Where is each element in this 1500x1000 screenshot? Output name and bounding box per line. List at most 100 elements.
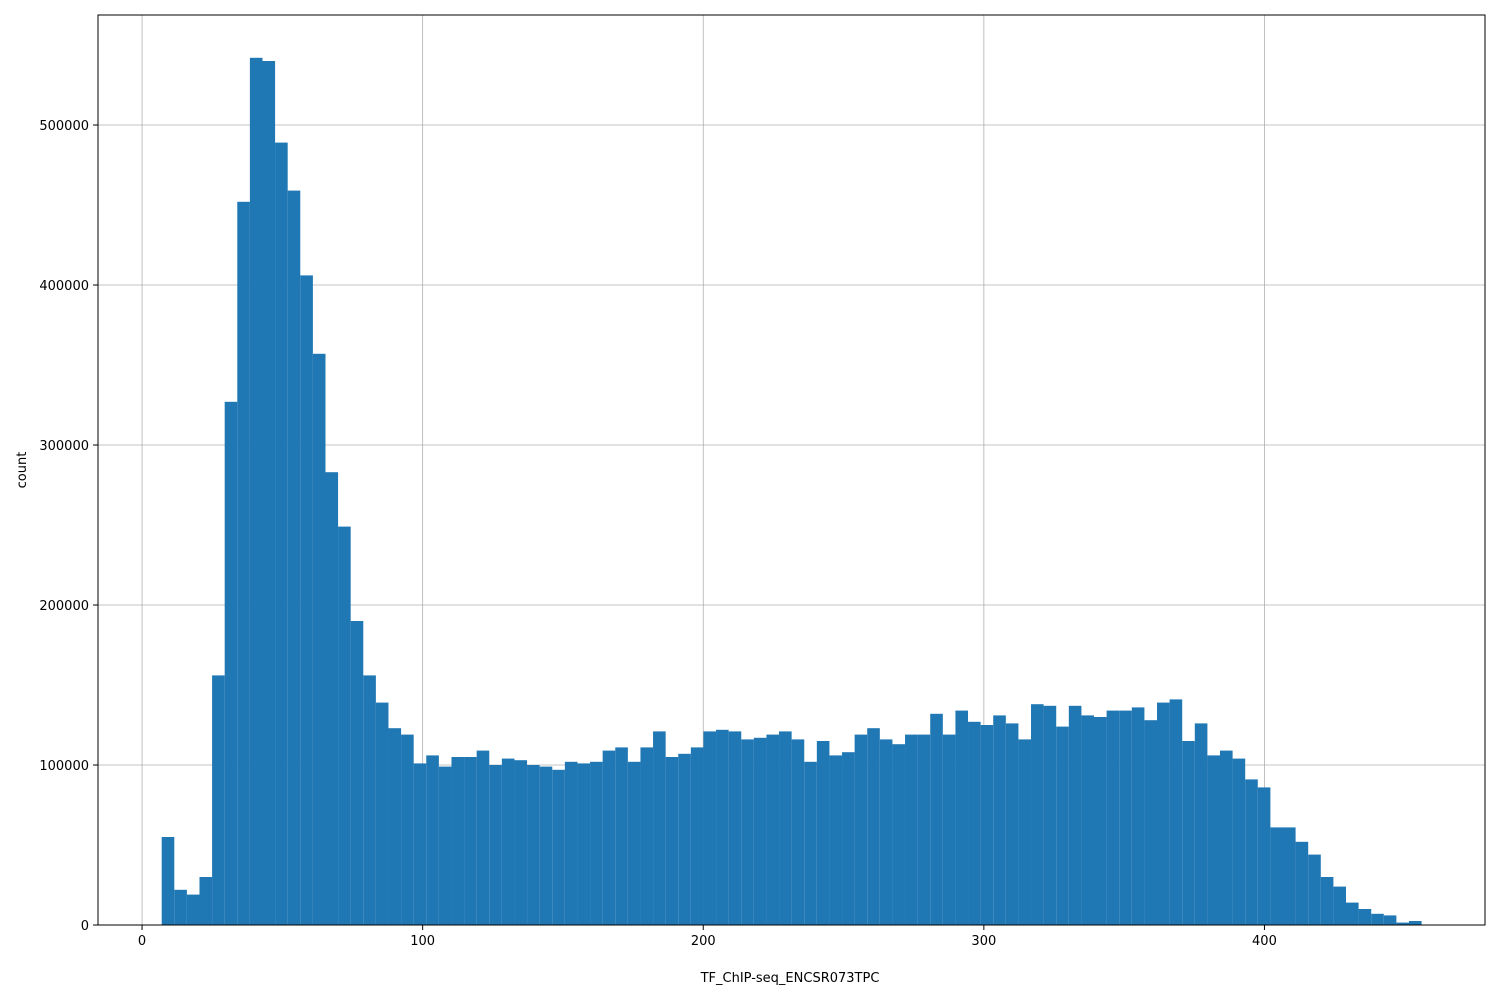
y-axis-label: count	[15, 452, 30, 489]
y-tick-label: 300000	[39, 439, 89, 454]
bar	[615, 747, 628, 925]
bar	[275, 142, 288, 926]
bar	[1308, 854, 1321, 925]
x-tick-label: 400	[1252, 934, 1277, 949]
bar	[413, 763, 427, 925]
bar	[993, 715, 1006, 925]
bar	[678, 753, 691, 925]
bar	[1043, 705, 1057, 925]
bar	[1106, 710, 1120, 925]
bar	[1257, 787, 1271, 925]
bar	[1220, 750, 1233, 925]
y-tick-label: 100000	[39, 759, 89, 774]
bar	[476, 750, 490, 925]
bar	[804, 761, 817, 925]
x-tick-label: 200	[691, 934, 716, 949]
bar	[262, 61, 276, 925]
bar	[879, 739, 893, 925]
bar	[1408, 921, 1422, 925]
y-tick-label: 400000	[39, 279, 89, 294]
bar	[1396, 922, 1409, 925]
y-tick-label: 500000	[39, 119, 89, 134]
bar	[249, 57, 263, 926]
bar	[527, 765, 540, 925]
bar	[741, 739, 754, 925]
bar	[1182, 741, 1195, 925]
bar	[665, 757, 679, 925]
bar	[728, 731, 742, 925]
bar	[942, 734, 956, 925]
bar	[627, 761, 641, 925]
bar	[640, 747, 654, 925]
bar	[602, 750, 616, 925]
bar	[930, 713, 943, 925]
bar	[375, 702, 389, 925]
bar	[363, 675, 376, 925]
bar	[716, 729, 729, 925]
bar	[1194, 723, 1208, 925]
bar	[1144, 720, 1158, 925]
bar	[1119, 710, 1132, 925]
bar	[1245, 779, 1258, 925]
bar	[766, 734, 780, 925]
bar	[325, 472, 339, 925]
bar	[514, 760, 528, 925]
bar	[1005, 723, 1019, 925]
y-tick-label: 0	[81, 919, 89, 934]
bar	[753, 737, 767, 925]
bar	[464, 757, 477, 925]
bar	[690, 747, 704, 925]
bar	[300, 275, 313, 925]
bar	[917, 734, 931, 925]
bar	[1358, 909, 1372, 925]
bar	[1131, 707, 1145, 925]
bar	[1333, 886, 1346, 925]
bar	[1169, 699, 1183, 925]
y-tick-label: 200000	[39, 599, 89, 614]
bar	[842, 752, 855, 925]
bar	[816, 741, 830, 925]
bar	[590, 761, 603, 925]
bar	[1320, 877, 1334, 925]
bar	[388, 728, 402, 925]
bar	[703, 731, 717, 925]
bar	[287, 190, 301, 926]
bar	[905, 734, 918, 925]
bar	[539, 766, 553, 925]
bar	[1031, 704, 1044, 925]
bar	[829, 755, 843, 925]
bar	[1383, 915, 1397, 925]
bar	[552, 769, 565, 925]
x-tick-label: 100	[410, 934, 435, 949]
bar	[438, 766, 452, 925]
bar	[980, 725, 994, 925]
bar	[892, 744, 906, 925]
bar	[501, 758, 515, 925]
bar	[161, 837, 175, 925]
bar	[1018, 739, 1032, 925]
bar	[955, 710, 969, 925]
bar	[212, 675, 225, 925]
bar	[199, 877, 213, 925]
bar	[779, 731, 792, 925]
bar	[186, 894, 200, 925]
x-axis-label: TF_ChIP-seq_ENCSR073TPC	[700, 971, 880, 986]
bar	[1295, 841, 1309, 925]
bar	[854, 734, 868, 925]
x-tick-label: 300	[971, 934, 996, 949]
bar	[1068, 705, 1082, 925]
bar	[1081, 715, 1095, 925]
bar	[174, 889, 187, 925]
bar	[489, 765, 502, 925]
bar	[237, 201, 250, 926]
bar	[426, 755, 439, 925]
bar	[577, 763, 591, 925]
bar	[1094, 717, 1107, 925]
bar	[1056, 726, 1069, 925]
bar	[791, 739, 805, 925]
bar	[1207, 755, 1221, 925]
bar	[224, 401, 238, 925]
bar	[564, 761, 578, 925]
bar	[451, 757, 465, 925]
